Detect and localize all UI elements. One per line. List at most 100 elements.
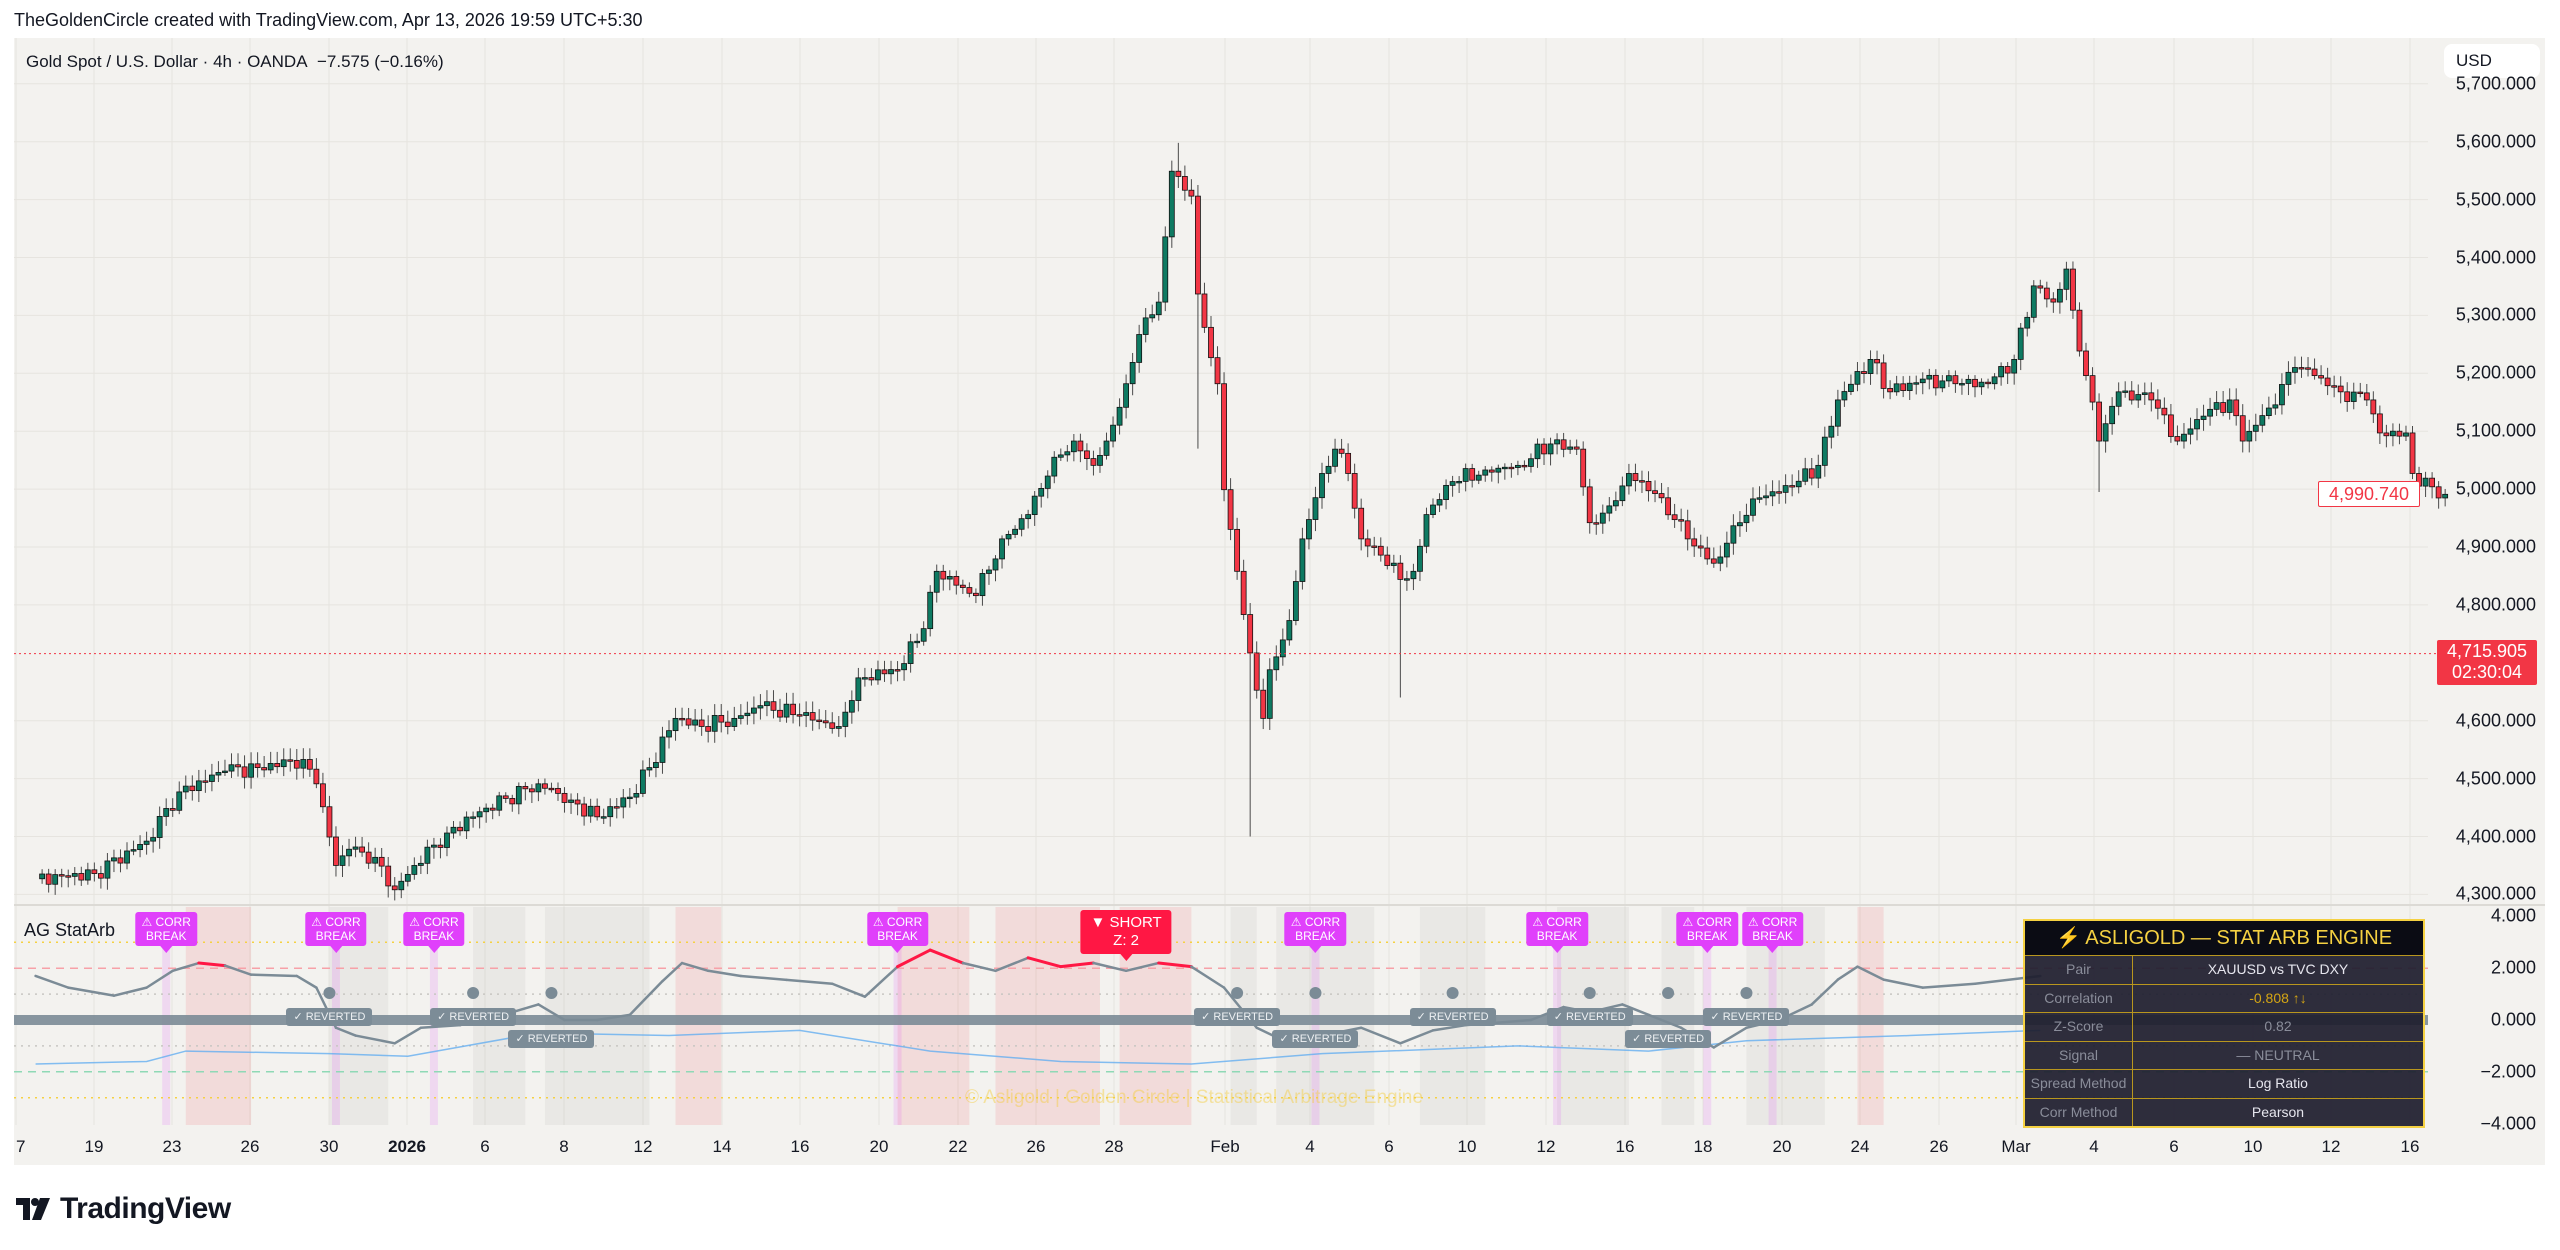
currency-button[interactable]: USD	[2444, 44, 2540, 78]
symbol-change: −7.575 (−0.16%)	[317, 52, 444, 71]
zscore-line-segment	[1882, 978, 1925, 989]
candle-up	[920, 628, 927, 642]
candle-up	[1012, 528, 1018, 535]
candle-up	[1619, 485, 1626, 502]
candle-up	[1443, 484, 1449, 500]
candle-up	[1319, 473, 1325, 499]
candle-up	[914, 640, 921, 644]
candle-down	[1240, 570, 1247, 615]
candle-down	[2357, 391, 2364, 394]
candle-up	[626, 796, 633, 800]
candle-up	[666, 730, 672, 738]
time-tick-label: 22	[948, 1137, 968, 1156]
stat-arb-table: ⚡ ASLIGOLD — STAT ARB ENGINE Pair XAUUSD …	[2023, 919, 2425, 1128]
candle-up	[862, 677, 868, 680]
candle-down	[2344, 391, 2351, 402]
candle-up	[1926, 374, 1933, 380]
candle-up	[855, 677, 862, 701]
candle-down	[1932, 374, 1939, 389]
candle-down	[809, 712, 816, 721]
candle-down	[1658, 493, 1665, 499]
candle-up	[1005, 533, 1012, 540]
candle-down	[698, 719, 705, 727]
zscore-line-segment	[680, 961, 710, 973]
candle-down	[777, 709, 783, 718]
candle-up	[1554, 439, 1560, 445]
candle-up	[398, 880, 405, 891]
candle-down	[2376, 413, 2383, 434]
candle-down	[2004, 366, 2011, 374]
corr-break-flag: ⚠ CORR BREAK	[1676, 912, 1738, 953]
corr-break-flag: ⚠ CORR BREAK	[1284, 912, 1347, 953]
candle-up	[1306, 519, 1312, 540]
candle-up	[143, 840, 150, 845]
candle-up	[1103, 440, 1110, 456]
candle-down	[868, 677, 875, 681]
candle-up	[1482, 469, 1489, 476]
candle-down	[385, 865, 392, 887]
zscore-line-segment	[1431, 1023, 1467, 1032]
candle-up	[450, 826, 457, 834]
candle-down	[548, 787, 555, 791]
zscore-line-segment	[706, 969, 743, 978]
candle-down	[1789, 485, 1796, 488]
reverted-label: ✓ REVERTED	[430, 1008, 517, 1026]
candle-down	[2089, 375, 2096, 403]
candle-up	[692, 719, 699, 726]
candle-up	[476, 811, 483, 818]
candle-up	[2246, 430, 2253, 442]
candle-up	[1991, 376, 1998, 385]
time-tick-label: 12	[1536, 1137, 1556, 1156]
time-tick-label: 6	[1384, 1137, 1394, 1156]
candle-down	[2363, 392, 2370, 401]
candle-up	[2102, 423, 2109, 442]
zscore-line-segment	[223, 964, 253, 976]
candle-down	[2220, 402, 2227, 413]
candle-up	[1867, 359, 1874, 374]
candle-up	[2122, 390, 2129, 393]
candle-up	[195, 780, 202, 792]
candle-up	[1534, 443, 1541, 460]
time-tick-label: 28	[1104, 1137, 1124, 1156]
candle-down	[2070, 268, 2076, 311]
candle-down	[97, 873, 104, 879]
candle-down	[326, 806, 333, 838]
candle-down	[770, 701, 777, 711]
candle-down	[542, 783, 548, 789]
time-tick-label: 20	[869, 1137, 889, 1156]
candle-up	[1848, 383, 1854, 392]
candle-down	[1371, 545, 1378, 548]
candle-down	[2429, 477, 2436, 488]
candle-up	[1149, 314, 1156, 319]
candle-up	[215, 772, 222, 776]
candle-down	[1201, 293, 1208, 328]
price-tick-label: 5,100.000	[2455, 420, 2536, 441]
candle-up	[1730, 525, 1737, 544]
candle-down	[1541, 443, 1547, 455]
candle-up	[1854, 371, 1861, 385]
candle-down	[2435, 486, 2442, 499]
candle-down	[2050, 298, 2057, 303]
candle-up	[568, 799, 574, 803]
candle-up	[2292, 367, 2298, 373]
candle-up	[2252, 424, 2259, 432]
candle-down	[2311, 368, 2318, 377]
indicator-tick-label: 2.000	[2490, 957, 2536, 978]
candle-up	[1462, 468, 1469, 482]
indicator-name[interactable]: AG StatArb	[24, 920, 116, 940]
candle-down	[241, 766, 248, 778]
symbol-legend[interactable]: Gold Spot / U.S. Dollar · 4h · OANDA −7.…	[26, 52, 444, 72]
zscore-line-segment	[928, 948, 965, 965]
candle-up	[946, 576, 953, 580]
tradingview-logo[interactable]: TradingView	[16, 1192, 231, 1226]
time-tick-label: 16	[1615, 1137, 1635, 1156]
candle-down	[202, 780, 209, 783]
zscore-line-segment	[1921, 982, 1977, 989]
candle-up	[1018, 518, 1025, 530]
candle-up	[875, 669, 881, 681]
candle-down	[1175, 170, 1182, 177]
candle-down	[2096, 401, 2102, 442]
corr-break-band	[1768, 940, 1777, 1125]
candle-down	[45, 873, 52, 885]
